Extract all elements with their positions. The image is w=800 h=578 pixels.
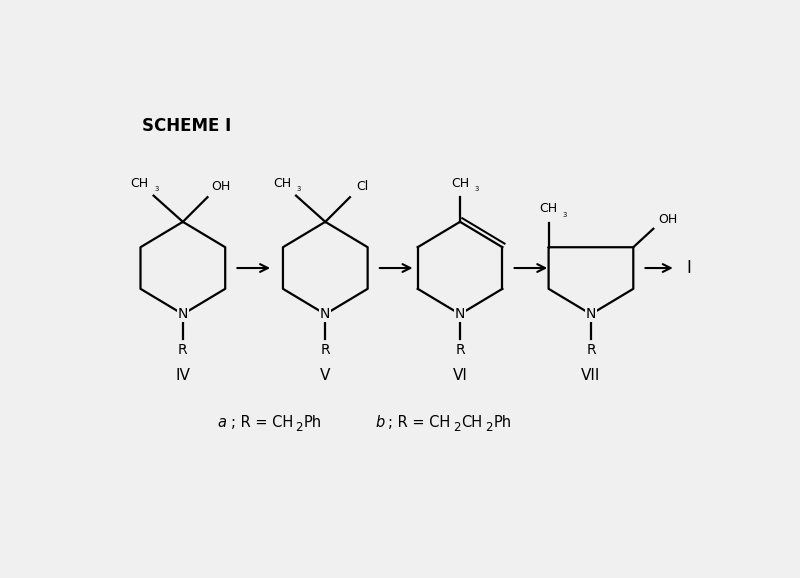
Text: N: N <box>455 307 466 321</box>
Text: b: b <box>375 414 385 429</box>
Text: 2: 2 <box>485 421 492 434</box>
Text: CH: CH <box>273 177 291 190</box>
Text: Ph: Ph <box>493 414 511 429</box>
Text: VII: VII <box>582 368 601 383</box>
Text: 2: 2 <box>295 421 302 434</box>
Text: a: a <box>218 414 226 429</box>
Text: CH: CH <box>462 414 482 429</box>
Text: 2: 2 <box>453 421 461 434</box>
Text: R: R <box>455 343 465 357</box>
Text: ; R = CH: ; R = CH <box>389 414 450 429</box>
Text: $_3$: $_3$ <box>154 184 159 194</box>
Text: I: I <box>686 259 691 277</box>
Text: R: R <box>586 343 596 357</box>
Text: R: R <box>321 343 330 357</box>
Text: OH: OH <box>212 180 231 193</box>
Text: Ph: Ph <box>304 414 322 429</box>
Text: OH: OH <box>658 213 678 226</box>
Text: SCHEME I: SCHEME I <box>142 117 231 135</box>
Text: $_3$: $_3$ <box>562 210 568 220</box>
Text: N: N <box>178 307 188 321</box>
Text: $_3$: $_3$ <box>296 184 302 194</box>
Text: Cl: Cl <box>356 180 368 193</box>
Text: IV: IV <box>175 368 190 383</box>
Text: V: V <box>320 368 330 383</box>
Text: N: N <box>586 307 596 321</box>
Text: R: R <box>178 343 188 357</box>
Text: ; R = CH: ; R = CH <box>230 414 293 429</box>
Text: VI: VI <box>453 368 467 383</box>
Text: CH: CH <box>130 177 149 190</box>
Text: CH: CH <box>451 177 469 190</box>
Text: CH: CH <box>539 202 558 215</box>
Text: $_3$: $_3$ <box>474 184 480 194</box>
Text: N: N <box>320 307 330 321</box>
